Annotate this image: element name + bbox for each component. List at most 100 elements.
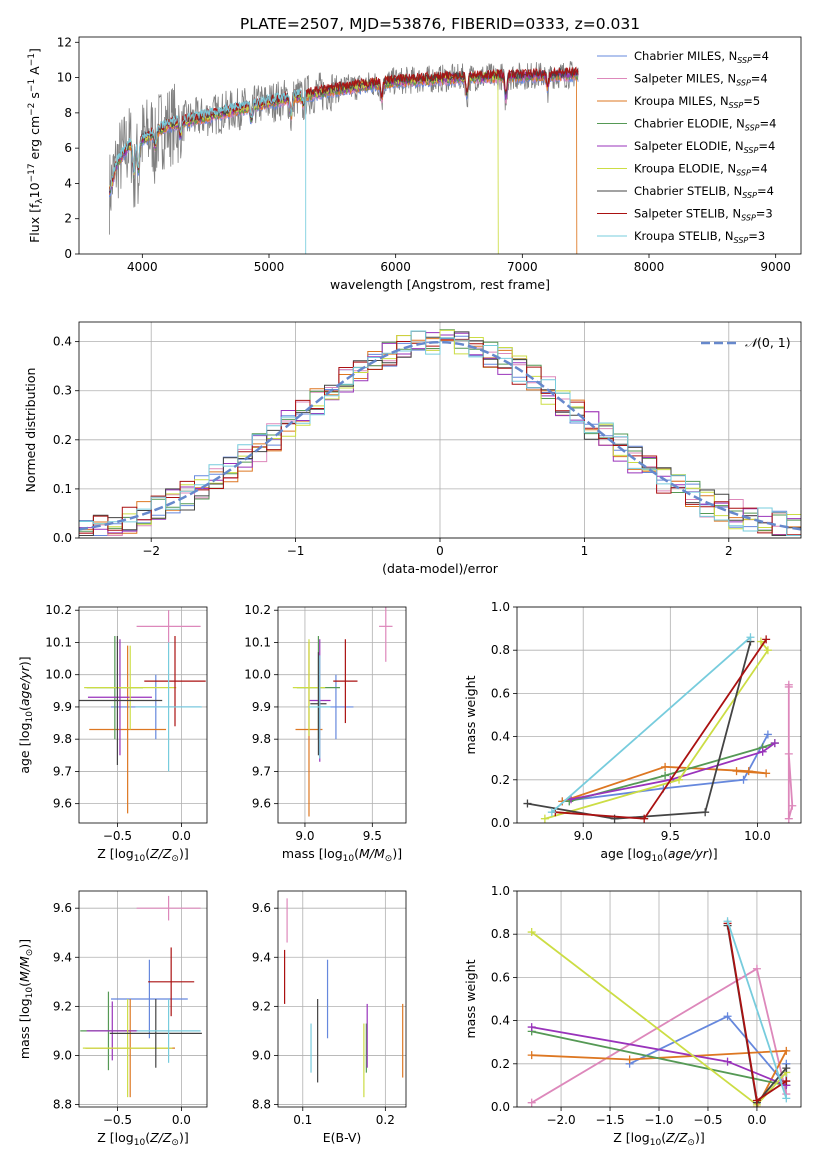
mass-weight-marker (784, 814, 793, 823)
x-tick-label: 0.1 (293, 1113, 312, 1127)
y-tick-label: 0.6 (491, 686, 510, 700)
mass-weight-marker (788, 801, 797, 810)
y-tick-label: 10 (57, 71, 72, 85)
mass-weight-marker (527, 1023, 536, 1032)
mass-vs-metallicity-panel: −0.5 0.0 8.8 9.0 9.2 9.4 9.6 Z [log10(Z/Z⊙)] mas… (17, 890, 208, 1148)
y-tick-label: 0.4 (491, 730, 510, 744)
x-axis-label: (data-model)/error (382, 561, 499, 576)
x-tick-label: 9.5 (661, 829, 680, 843)
y-tick-label: 0.0 (53, 531, 72, 545)
x-tick-label: −2 (142, 544, 160, 558)
y-tick-label: 9.8 (53, 732, 72, 746)
x-tick-label: 0.0 (172, 1113, 191, 1127)
y-tick-label: 9.9 (53, 700, 72, 714)
axes-frame (78, 36, 802, 255)
x-axis-label: Z [log10(Z/Z⊙)] (97, 846, 188, 864)
mass-weight-marker (723, 1012, 732, 1021)
x-tick-label: 2 (725, 544, 733, 558)
mass-weight-marker (762, 635, 771, 644)
mass-weight-marker (723, 1057, 732, 1066)
mass-weight-vs-age-panel: 9.0 9.5 10.0 0.0 0.2 0.4 0.6 0.8 1.0 age [log10(a… (463, 600, 802, 864)
x-tick-label: −1.5 (595, 1113, 624, 1127)
y-tick-label: 10.2 (45, 603, 72, 617)
mass-weight-marker (701, 808, 710, 817)
x-tick-label: 9.0 (295, 829, 314, 843)
y-tick-label: 9.0 (53, 1048, 72, 1062)
mass-weight-marker (784, 749, 793, 758)
plot-area (79, 329, 801, 536)
mass-weight-marker (675, 775, 684, 784)
x-axis-label: age [log10(age/yr)] (600, 846, 717, 864)
y-axis-label: mass weight (463, 675, 478, 754)
axes-frame (516, 606, 802, 824)
mass-vs-ebv-panel: 0.1 0.2 8.8 9.0 9.2 9.4 9.6 E(B-V) (252, 890, 407, 1145)
axes-frame (277, 606, 407, 824)
y-tick-label: 10.0 (45, 668, 72, 682)
legend-label: Kroupa STELIB, NSSP=3 (634, 229, 765, 245)
mass-weight-marker (752, 964, 761, 973)
x-tick-label: 10.0 (744, 829, 771, 843)
mass-weight-marker (782, 1077, 791, 1086)
legend-label: Salpeter MILES, NSSP=4 (634, 72, 768, 88)
y-tick-label: 9.2 (53, 999, 72, 1013)
mass-weight-marker (744, 767, 753, 776)
mass-weight-marker (527, 928, 536, 937)
axes-frame (78, 321, 802, 539)
y-tick-label: 9.9 (252, 700, 271, 714)
y-tick-label: 9.6 (53, 797, 72, 811)
y-tick-label: 0.8 (491, 927, 510, 941)
y-tick-label: 9.6 (252, 797, 271, 811)
mass-weight-marker (527, 1051, 536, 1060)
plot-area (527, 917, 791, 1107)
mass-weight-marker (782, 1046, 791, 1055)
x-axis-label: mass [log10(M/M⊙)] (282, 846, 402, 864)
mass-weight-line (527, 641, 752, 820)
y-tick-label: 10.2 (244, 603, 271, 617)
mass-weight-line (531, 1030, 787, 1087)
plot-area (79, 610, 206, 814)
mass-weight-line (551, 636, 752, 813)
plot-area (523, 633, 797, 823)
mass-weight-marker (770, 739, 779, 748)
mass-weight-marker (527, 1098, 536, 1107)
legend-label: Chabrier STELIB, NSSP=4 (634, 184, 774, 200)
y-tick-label: 0 (64, 247, 72, 261)
y-axis-label: Flux [fλ10−17 erg cm−2 s−1 A−1] (27, 48, 45, 243)
mass-weight-marker (723, 917, 732, 926)
mass-weight-marker (758, 747, 767, 756)
age-vs-mass-panel: 9.0 9.5 9.6 9.7 9.8 9.9 10.0 10.1 10.2 mass [log1… (244, 603, 407, 864)
residual-histogram (79, 330, 801, 536)
mass-weight-marker (640, 814, 649, 823)
legend-label: Salpeter STELIB, NSSP=3 (634, 207, 773, 223)
y-tick-label: 1.0 (491, 600, 510, 614)
y-tick-label: 0.2 (491, 1057, 510, 1071)
legend-label: Kroupa MILES, NSSP=5 (634, 94, 760, 110)
y-tick-label: 10.1 (45, 635, 72, 649)
mass-weight-vs-metallicity-panel: −2.0 −1.5 −1.0 −0.5 0.0 0.0 0.2 0.4 0.6 0.8 1.0 Z [… (463, 884, 802, 1148)
mass-weight-line (569, 742, 776, 803)
mass-weight-line (562, 733, 769, 803)
y-tick-label: 1.0 (491, 884, 510, 898)
mass-weight-marker (746, 633, 755, 642)
x-tick-label: 1 (581, 544, 589, 558)
x-tick-label: −0.5 (103, 829, 132, 843)
mass-weight-marker (567, 795, 576, 804)
x-tick-label: 0.0 (172, 829, 191, 843)
y-tick-label: 9.8 (252, 732, 271, 746)
x-tick-label: 6000 (380, 260, 411, 274)
x-tick-label: −2.0 (546, 1113, 575, 1127)
mass-weight-marker (523, 799, 532, 808)
y-axis-label: age [log10(age/yr)] (17, 656, 35, 773)
y-tick-label: 2 (64, 212, 72, 226)
x-axis-label: E(B-V) (323, 1130, 362, 1145)
mass-weight-marker (752, 1096, 761, 1105)
mass-weight-marker (782, 1064, 791, 1073)
x-tick-label: 9.0 (574, 829, 593, 843)
model-spectrum (109, 88, 307, 254)
x-axis-label: Z [log10(Z/Z⊙)] (97, 1130, 188, 1148)
x-axis-label: Z [log10(Z/Z⊙)] (613, 1130, 704, 1148)
y-tick-label: 9.4 (252, 950, 271, 964)
y-tick-label: 9.6 (53, 901, 72, 915)
mass-weight-marker (756, 637, 765, 646)
